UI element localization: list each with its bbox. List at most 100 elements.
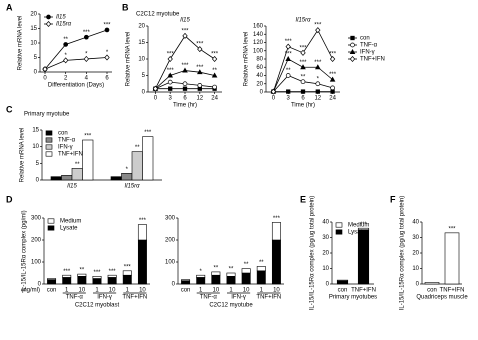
x-tick-label: 10 (109, 288, 116, 294)
bar-segment (77, 273, 87, 277)
marker (63, 42, 69, 47)
x-tick-label: 0 (272, 96, 276, 102)
y-tick-label: 5 (36, 161, 40, 167)
significance: *** (285, 52, 293, 58)
significance: ** (75, 162, 80, 168)
bar-segment (211, 271, 221, 276)
y-tick-label: 100 (165, 260, 176, 266)
x-tick-label: Il15 (67, 184, 77, 190)
x-tick-label: 4 (85, 76, 89, 82)
marker (182, 67, 188, 73)
y-tick-label: 80 (256, 57, 263, 63)
x-tick-label: TNF+IFN (351, 288, 376, 294)
x-tick-label: con (338, 288, 348, 294)
x-tick-label: 1 (260, 288, 264, 294)
marker (349, 55, 356, 63)
bar-segment (107, 277, 117, 285)
y-tick-label: 200 (165, 238, 176, 244)
panel-label: D (6, 194, 13, 204)
marker (212, 84, 217, 90)
marker (152, 85, 159, 92)
marker (286, 89, 291, 94)
significance: *** (448, 226, 456, 232)
significance: *** (83, 30, 91, 36)
y-tick-label: 30 (412, 235, 419, 241)
bar-segment (122, 274, 132, 285)
marker (285, 55, 291, 61)
bar-segment (211, 274, 221, 285)
bar-segment (92, 275, 102, 279)
y-axis-label: IL-15/IL-15Rα complex (pg/ug total prote… (310, 196, 316, 311)
bar (61, 175, 73, 181)
bar-segment (107, 274, 117, 278)
bar (110, 176, 122, 181)
marker (42, 66, 48, 73)
significance: *** (103, 23, 111, 29)
significance: ** (212, 68, 217, 74)
y-tick-label: 5 (34, 55, 38, 61)
x-tick-label: con (427, 288, 437, 294)
x-tick-label: 6 (183, 96, 187, 102)
chart-title: Il15rα (295, 18, 311, 24)
legend-label: TNF+IFN (360, 57, 385, 63)
group-label: TNF+IFN (122, 295, 147, 301)
bar-segment (241, 272, 251, 285)
y-tick-label: 10 (30, 41, 37, 47)
x-tick-label: 0 (154, 96, 158, 102)
x-tick-label: 3 (169, 96, 173, 102)
significance: ** (135, 145, 140, 151)
significance: *** (329, 52, 337, 58)
x-tick-label: 10 (213, 288, 220, 294)
significance: * (126, 167, 129, 173)
bar (444, 232, 460, 285)
x-tick-label: 0 (43, 76, 47, 82)
y-tick-label: 10 (32, 144, 39, 150)
marker (182, 32, 188, 39)
x-tick-label: 10 (273, 288, 280, 294)
marker (182, 81, 188, 87)
legend-label: Il15rα (56, 22, 72, 28)
marker (167, 55, 173, 63)
significance: *** (329, 72, 337, 78)
marker (330, 89, 335, 94)
marker (63, 57, 69, 64)
marker (285, 73, 291, 78)
x-tick-label: 1 (126, 288, 130, 294)
bar-segment (241, 268, 251, 274)
marker (285, 43, 291, 50)
x-tick-label: 1 (199, 288, 203, 294)
bar (142, 136, 154, 181)
legend-label: TNF+IFN (58, 152, 83, 158)
y-tick-label: 20 (30, 12, 37, 18)
y-tick-label: 30 (322, 235, 329, 241)
significance: ** (286, 68, 291, 74)
group-label: IFN-γ (97, 295, 112, 301)
bar-segment (62, 277, 72, 285)
bar (121, 173, 133, 181)
line (44, 57, 108, 70)
bar (424, 282, 440, 285)
bar (71, 168, 83, 181)
marker (182, 86, 188, 91)
group-label: TNF-α (66, 295, 84, 301)
marker (168, 86, 173, 91)
marker (83, 34, 89, 40)
marker (329, 55, 336, 63)
legend-swatch (45, 144, 53, 150)
x-tick-label: 2 (64, 76, 68, 82)
panel-label: F (390, 194, 396, 204)
legend-swatch (47, 225, 55, 231)
y-tick-label: 160 (253, 24, 264, 30)
y-tick-label: 0 (172, 282, 176, 288)
marker (211, 72, 218, 78)
x-axis-label: Primary myotubes (329, 295, 377, 301)
x-tick-label: con (181, 288, 191, 294)
y-tick-label: 300 (165, 216, 176, 222)
y-axis-label: IL-15/IL-15Rα complex (pg/ml) (22, 210, 28, 291)
significance: *** (181, 63, 189, 69)
bar-segment (137, 239, 147, 285)
x-axis-label: C2C12 myotube (209, 303, 253, 309)
bar (82, 139, 94, 181)
y-axis-label: IL-15/IL-15Rα complex (pg/ug total prote… (400, 196, 406, 311)
significance: *** (167, 68, 175, 74)
